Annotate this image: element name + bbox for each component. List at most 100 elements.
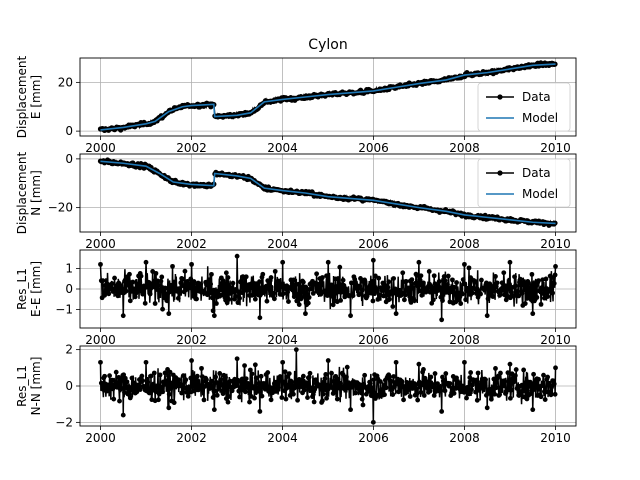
residual-point [432, 371, 438, 376]
residual-point [148, 373, 154, 379]
residual-point [418, 389, 424, 395]
residual-point [371, 377, 377, 383]
residual-point [127, 395, 133, 401]
residual-point [175, 377, 181, 383]
residual-point [521, 367, 527, 373]
residual-point [112, 275, 117, 281]
residual-point [180, 373, 186, 379]
residual-point [400, 270, 406, 276]
residual-point [553, 365, 558, 371]
panel-4: 2000 2002 2004 2006 2008 2010 2 0 −2 Res_L1 N-N [m… [15, 343, 577, 445]
residual-point [291, 277, 296, 283]
plot-area [97, 157, 558, 228]
residual-point [260, 271, 266, 277]
residual-point [271, 385, 276, 391]
residual-point [170, 382, 175, 388]
y-axis-label: N-N [mm] [29, 357, 43, 416]
residual-point [113, 369, 119, 375]
residual-point [478, 291, 483, 297]
residual-point [522, 388, 527, 393]
residual-point [519, 290, 525, 296]
residual-point [437, 285, 443, 290]
residual-point [552, 391, 558, 397]
residual-point [330, 302, 336, 308]
residual-point [384, 292, 390, 298]
residual-point [474, 397, 480, 403]
residual-point [515, 288, 521, 294]
residual-point [166, 311, 172, 317]
residual-point [206, 277, 212, 283]
residual-point [320, 391, 326, 397]
residual-point [229, 388, 235, 394]
residual-point [285, 289, 291, 295]
residual-point [530, 311, 536, 317]
residual-point [483, 377, 488, 383]
residual-point [240, 380, 246, 386]
residual-point [281, 379, 286, 385]
residual-point [438, 388, 444, 394]
residual-point [259, 393, 265, 399]
residual-point [396, 389, 401, 395]
residual-point [543, 389, 549, 395]
residual-point [511, 379, 517, 385]
residual-point [275, 380, 281, 385]
residual-point [424, 379, 430, 385]
residual-point [247, 399, 252, 405]
residual-point [465, 287, 471, 293]
residual-point [357, 283, 363, 289]
residual-point [265, 370, 271, 375]
residual-point [488, 396, 494, 402]
residual-point [98, 359, 103, 365]
residual-point [118, 385, 124, 391]
residual-point [529, 271, 535, 277]
residual-point [281, 291, 286, 296]
legend-label: Model [522, 187, 558, 201]
residual-point [419, 382, 425, 388]
residual-point [393, 311, 399, 317]
residual-point [334, 396, 340, 402]
residual-point [213, 374, 218, 380]
x-tick-label: 2010 [540, 431, 571, 445]
residual-point [334, 284, 339, 289]
residual-point [102, 373, 108, 379]
residual-point [134, 281, 140, 287]
residual-point [183, 287, 189, 293]
residual-point [130, 279, 136, 285]
residual-point [421, 367, 426, 372]
residual-point [116, 374, 122, 380]
residual-point [280, 259, 286, 265]
residual-point [445, 282, 450, 287]
residual-point [410, 285, 416, 291]
residual-point [305, 395, 310, 400]
residual-point [498, 388, 504, 394]
residual-point [344, 374, 349, 380]
residual-point [493, 366, 498, 371]
residual-point [226, 394, 232, 399]
residual-point [335, 376, 341, 382]
residual-point [399, 379, 405, 384]
residual-point [138, 273, 144, 279]
residual-point [493, 385, 499, 391]
residual-point [497, 392, 503, 397]
residual-point [223, 374, 228, 380]
residual-point [406, 291, 412, 296]
residual-point [517, 276, 523, 282]
residual-point [268, 397, 274, 403]
residual-point [401, 397, 406, 403]
residual-point [132, 294, 138, 300]
residual-point [140, 291, 146, 297]
y-axis-label: E [mm] [29, 75, 43, 119]
residual-point [102, 292, 108, 298]
residual-point [318, 386, 324, 392]
residual-point [137, 387, 143, 392]
axes-frame [79, 57, 577, 137]
residual-point [274, 284, 280, 289]
residual-point [493, 273, 498, 279]
residual-point [390, 304, 396, 309]
residual-point [302, 293, 308, 299]
plot-area [98, 253, 558, 323]
residual-point [388, 378, 394, 384]
residual-point [234, 253, 240, 259]
residual-point [421, 280, 426, 286]
model-line [100, 160, 556, 225]
